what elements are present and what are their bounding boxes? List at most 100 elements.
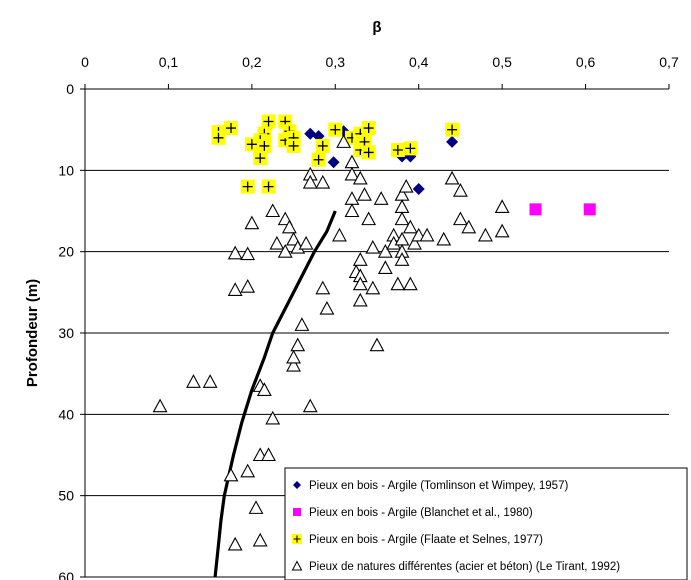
triangle-point	[281, 219, 297, 234]
diamond-point	[412, 183, 425, 196]
triangle-point	[286, 357, 301, 372]
triangle-point	[265, 203, 281, 218]
triangle-point	[227, 536, 243, 551]
triangle-point	[261, 447, 276, 462]
triangle-point	[352, 170, 368, 185]
marker-plus	[330, 124, 341, 135]
y-axis-title: Profondeur (m)	[24, 279, 41, 387]
marker-plus	[447, 124, 458, 135]
triangle-point	[277, 244, 293, 258]
points-layer	[152, 114, 596, 551]
plus-point	[315, 138, 330, 153]
triangle-point	[298, 235, 314, 250]
y-tick-label: 40	[58, 406, 74, 422]
triangle-point	[394, 252, 410, 266]
x-tick-label: 0,6	[576, 54, 596, 70]
legend-label: Pieux en bois - Argile (Flaate et Selnes…	[309, 534, 543, 546]
triangle-point	[227, 245, 243, 260]
triangle-point	[494, 199, 510, 213]
marker-plus	[263, 116, 274, 127]
legend-label: Pieux en bois - Argile (Tomlinson et Wim…	[309, 480, 568, 492]
triangle-point	[290, 337, 306, 352]
triangle-point	[369, 337, 385, 352]
marker-plus	[405, 143, 416, 154]
plus-point	[224, 121, 238, 136]
plus-point	[257, 138, 272, 153]
triangle-point	[202, 374, 218, 388]
y-tick-label: 60	[58, 569, 74, 580]
marker-plus	[363, 123, 374, 134]
triangle-point	[315, 174, 331, 189]
plus-point	[211, 130, 226, 145]
triangle-point	[248, 500, 264, 514]
plus-point	[311, 152, 326, 167]
plus-point	[390, 143, 405, 157]
marker-plus	[259, 140, 270, 151]
triangle-point	[394, 211, 410, 226]
triangle-point	[377, 260, 393, 274]
triangle-point	[478, 227, 493, 242]
triangle-point	[365, 239, 381, 254]
triangle-point	[352, 252, 368, 266]
legend-marker	[291, 560, 303, 571]
triangle-point	[294, 317, 310, 331]
marker-plus	[392, 145, 403, 155]
triangle-point	[319, 300, 335, 315]
marker-plus	[313, 154, 324, 165]
plus-point	[261, 179, 276, 194]
legend-entry: Pieux en bois - Argile (Tomlinson et Wim…	[293, 480, 568, 492]
triangle-point	[256, 382, 272, 396]
triangle-point	[269, 235, 285, 250]
triangle-point	[453, 211, 468, 226]
plus-point	[328, 122, 343, 137]
plus-point	[445, 122, 460, 137]
legend: Pieux en bois - Argile (Tomlinson et Wim…	[284, 467, 688, 580]
trend-curve	[213, 210, 337, 578]
legend-marker-plus	[293, 535, 301, 543]
x-tick-label: 0,3	[326, 54, 346, 70]
triangle-point	[265, 410, 281, 425]
legend-marker	[293, 508, 301, 516]
marker-plus	[213, 132, 224, 143]
marker-plus	[226, 123, 236, 134]
triangle-point	[186, 374, 201, 388]
plus-point	[357, 134, 372, 149]
diamond-point	[327, 156, 340, 169]
triangle-point	[357, 187, 372, 201]
marker-plus	[317, 140, 328, 151]
triangle-point	[286, 349, 301, 364]
plus-point	[361, 145, 376, 160]
triangle-point	[436, 231, 452, 246]
triangle-point	[444, 170, 460, 185]
legend-label: Pieux en bois - Argile (Blanchet et al.,…	[309, 507, 533, 519]
triangle-point	[373, 191, 389, 205]
x-tick-label: 0,1	[159, 54, 179, 70]
legend-box	[284, 467, 688, 580]
triangle-point	[453, 183, 468, 197]
legend-label: Pieux de natures différentes (acier et b…	[309, 561, 620, 573]
marker-plus	[263, 181, 274, 192]
triangle-point	[332, 227, 347, 242]
triangle-point	[365, 280, 381, 295]
y-tick-label: 50	[58, 488, 74, 504]
triangle-point	[152, 398, 168, 413]
triangle-point	[352, 276, 368, 291]
marker-plus	[359, 136, 370, 147]
triangle-point	[302, 398, 318, 413]
triangle-point	[315, 280, 331, 295]
triangle-point	[344, 203, 360, 218]
triangle-point	[377, 244, 393, 258]
marker-plus	[255, 153, 266, 164]
x-tick-label: 0,5	[492, 54, 512, 70]
legend-marker	[293, 481, 301, 489]
y-tick-label: 10	[58, 162, 74, 178]
plus-point	[403, 141, 418, 156]
triangle-point	[419, 227, 435, 242]
triangle-point	[302, 174, 318, 189]
plus-point	[286, 138, 301, 153]
square-point	[529, 203, 542, 216]
triangle-point	[240, 463, 256, 478]
triangle-point	[407, 235, 422, 250]
